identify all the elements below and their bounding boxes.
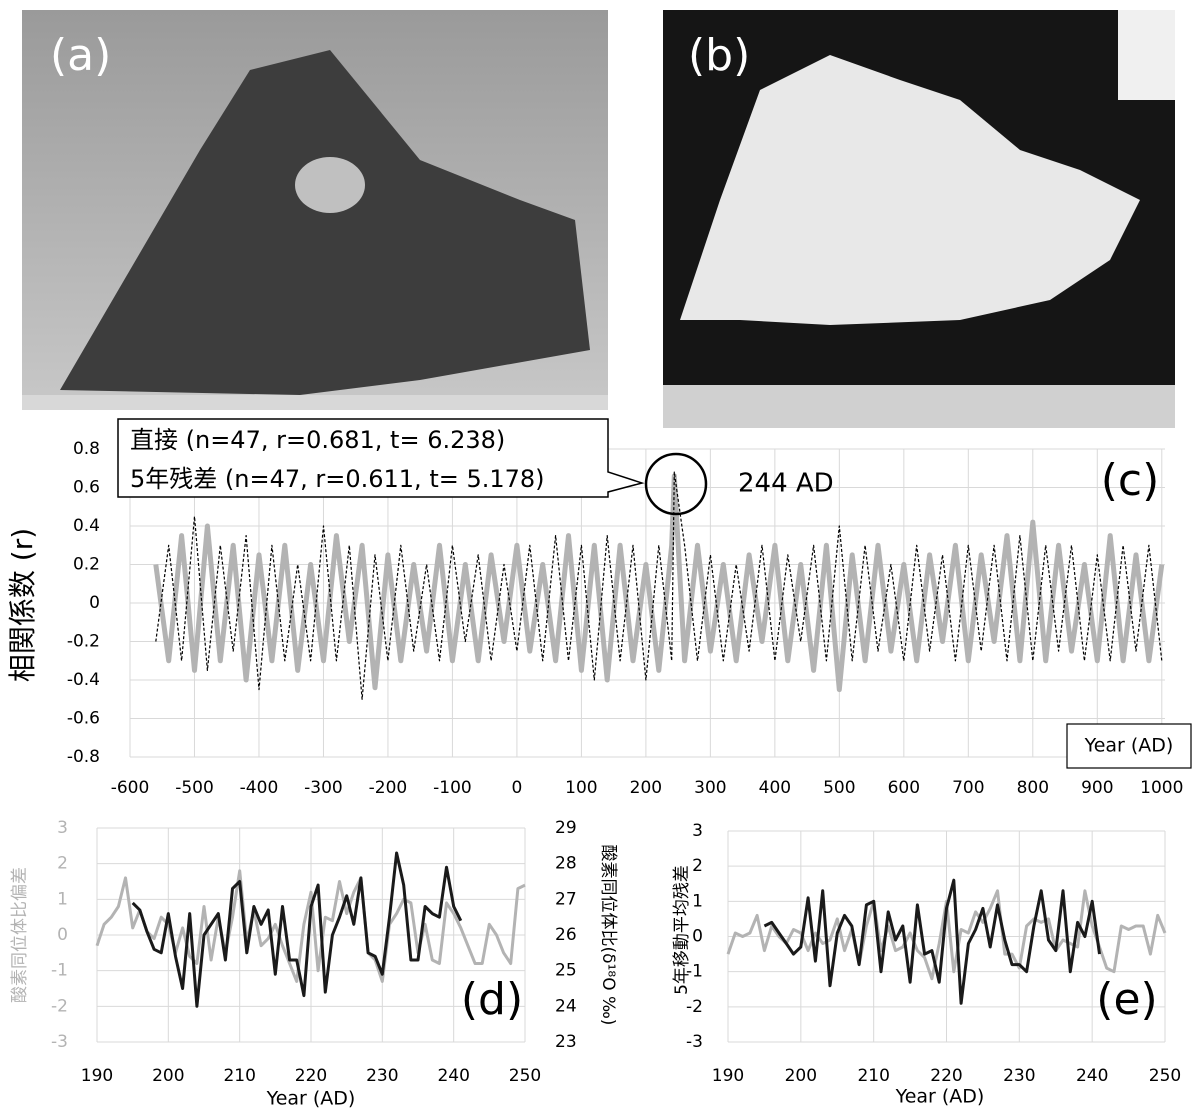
- x-tick-label: -500: [175, 778, 214, 798]
- x-tick-label: 230: [366, 1066, 398, 1086]
- photo-b: (b): [663, 10, 1175, 428]
- x-tick-label: 800: [1017, 778, 1049, 798]
- photo-label: (a): [50, 30, 111, 81]
- panel-label: (d): [461, 974, 523, 1025]
- x-tick-label: -100: [433, 778, 472, 798]
- y-tick-label: 3: [692, 821, 703, 841]
- y2-tick-label: 24: [555, 996, 577, 1016]
- x-tick-label: 190: [81, 1066, 113, 1086]
- y-tick-label: -2: [686, 997, 703, 1017]
- photo-a: (a): [22, 10, 608, 410]
- y-tick-label: -0.6: [67, 709, 100, 729]
- panel-label: (c): [1101, 455, 1160, 506]
- y2-tick-label: 27: [555, 889, 577, 909]
- y-tick-label: -0.2: [67, 632, 100, 652]
- x-tick-label: 300: [694, 778, 726, 798]
- x-tick-label: 700: [952, 778, 984, 798]
- x-tick-label: 190: [712, 1066, 744, 1086]
- annotation: 5年残差 (n=47, r=0.611, t= 5.178): [130, 465, 545, 493]
- y-tick-label: 2: [57, 854, 68, 874]
- y-tick-label: 2: [692, 856, 703, 876]
- y-tick-label: 0.2: [73, 555, 100, 575]
- x-tick-label: -600: [111, 778, 150, 798]
- chart-panel: -600 -500 -400 -300 -200 -100 0 100 200 300 400 500…: [6, 419, 1191, 798]
- y-tick-label: 0.4: [73, 516, 100, 536]
- y-tick-label: -3: [51, 1032, 68, 1052]
- y-tick-label: 0: [57, 925, 68, 945]
- x-tick-label: 240: [1076, 1066, 1108, 1086]
- y-tick-label: -0.4: [67, 670, 100, 690]
- y-tick-label: -1: [51, 961, 68, 981]
- x-tick-label: 210: [223, 1066, 255, 1086]
- x-tick-label: 230: [1003, 1066, 1035, 1086]
- x-tick-label: 0: [512, 778, 523, 798]
- panel-label: (e): [1096, 974, 1157, 1025]
- photo-label: (b): [688, 30, 750, 81]
- y2-tick-label: 28: [555, 854, 577, 874]
- y-tick-label: -2: [51, 996, 68, 1016]
- y-tick-label: -3: [686, 1032, 703, 1052]
- y2-tick-label: 25: [555, 961, 577, 981]
- x-axis-label: Year (AD): [1084, 735, 1174, 757]
- y-tick-label: 0.6: [73, 478, 100, 498]
- x-tick-label: 100: [565, 778, 597, 798]
- x-tick-label: 250: [1149, 1066, 1181, 1086]
- figure: (a) (b) -600-500-400-300-200-10001002003…: [0, 0, 1194, 1109]
- y-tick-label: -0.8: [67, 747, 100, 767]
- x-tick-label: 240: [437, 1066, 469, 1086]
- x-tick-label: 200: [630, 778, 662, 798]
- y-axis-label: 5年移動平均残差: [672, 865, 692, 995]
- y-tick-label: 1: [57, 889, 68, 909]
- annotation: 244 AD: [738, 469, 834, 499]
- y-axis-label: 酸素同位体比偏差: [10, 867, 30, 1003]
- y2-tick-label: 29: [555, 818, 577, 838]
- y-tick-label: 1: [692, 891, 703, 911]
- x-tick-label: 200: [785, 1066, 817, 1086]
- x-axis-label: Year (AD): [266, 1088, 356, 1110]
- y-tick-label: 3: [57, 818, 68, 838]
- annotation: 直接 (n=47, r=0.681, t= 6.238): [130, 426, 505, 454]
- x-tick-label: 500: [823, 778, 855, 798]
- y-tick-label: 0: [692, 927, 703, 947]
- y-tick-label: 0: [89, 593, 100, 613]
- y-tick-label: 0.8: [73, 439, 100, 459]
- x-tick-label: 200: [152, 1066, 184, 1086]
- x-tick-label: 600: [888, 778, 920, 798]
- y2-tick-label: 26: [555, 925, 577, 945]
- y2-axis-label: 酸素同位体比(δ¹⁸O ‰): [598, 845, 618, 1026]
- x-tick-label: 210: [857, 1066, 889, 1086]
- x-tick-label: -200: [369, 778, 408, 798]
- x-tick-label: 400: [759, 778, 791, 798]
- x-tick-label: 1000: [1140, 778, 1183, 798]
- x-tick-label: -400: [240, 778, 279, 798]
- x-tick-label: -300: [304, 778, 343, 798]
- x-tick-label: 220: [930, 1066, 962, 1086]
- x-tick-label: 220: [295, 1066, 327, 1086]
- y-axis-label: 相関係数 (r): [6, 528, 39, 682]
- x-axis-label: Year (AD): [895, 1086, 985, 1108]
- x-tick-label: 900: [1081, 778, 1113, 798]
- x-tick-label: 250: [509, 1066, 541, 1086]
- y2-tick-label: 23: [555, 1032, 577, 1052]
